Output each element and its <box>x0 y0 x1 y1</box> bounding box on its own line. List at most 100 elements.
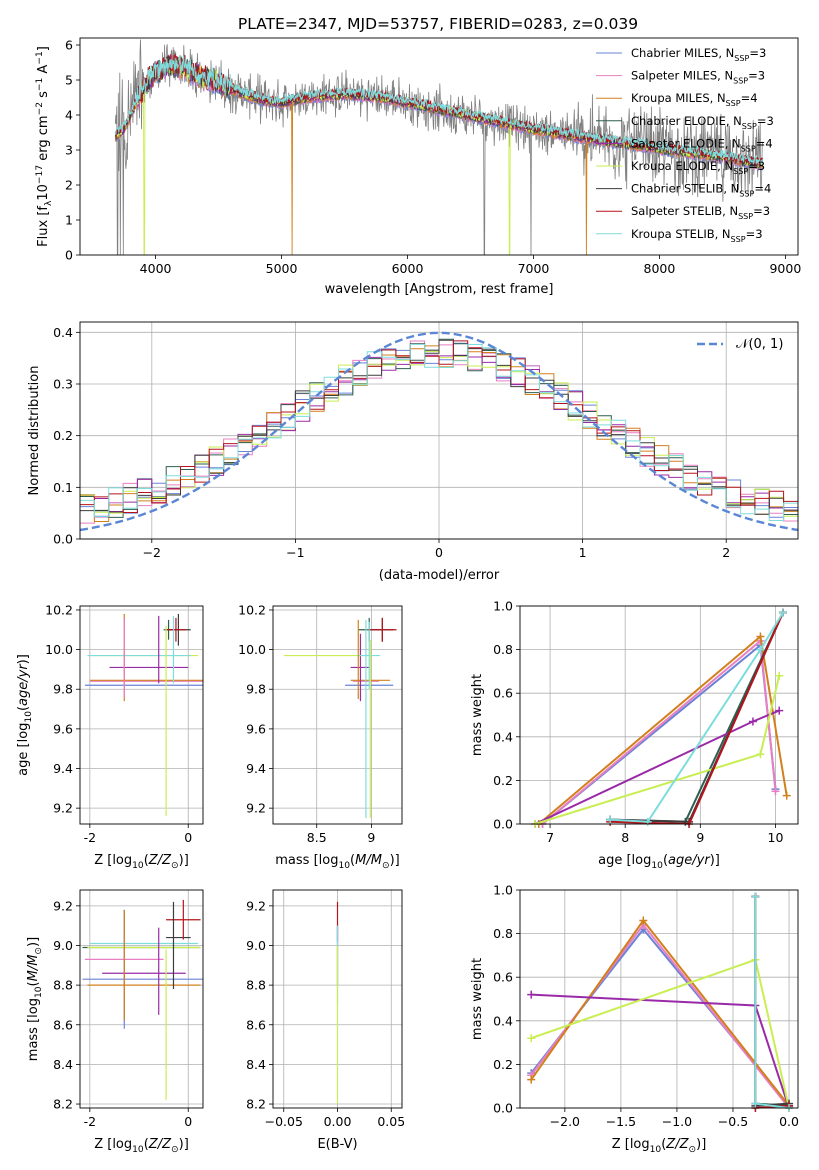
weight-marker-4 <box>775 706 784 715</box>
legend-label-8: Kroupa STELIB, NSSP=3 <box>631 227 763 244</box>
x-tick-label: 9000 <box>769 261 801 276</box>
axes-age_vs_mass: 8.5 9 9.2 9.4 9.6 9.8 10.0 10.2 mass [log10(M/M⊙… <box>238 602 403 871</box>
x-tick-label: 6000 <box>392 261 424 276</box>
y-tick-label: 8.8 <box>53 978 73 993</box>
x-tick-label: 8000 <box>644 261 676 276</box>
axes-frame <box>79 605 204 825</box>
y-tick-label: 0.0 <box>493 817 513 832</box>
x-tick-label: 8.5 <box>307 830 327 845</box>
y-tick-label: 8.2 <box>246 1097 266 1112</box>
weight-marker-8 <box>778 608 787 617</box>
legend-label-7: Salpeter STELIB, NSSP=3 <box>631 204 770 221</box>
legend-label-5: Kroupa ELODIE, NSSP=3 <box>631 159 765 176</box>
weight-marker-8 <box>751 1099 760 1108</box>
weight-marker-2 <box>756 632 765 641</box>
weight-marker-8 <box>751 892 760 901</box>
x-tick-label: −2 <box>143 545 161 560</box>
y-tick-label: 10.2 <box>45 602 73 617</box>
legend-label-6: Chabrier STELIB, NSSP=4 <box>631 182 771 199</box>
y-axis-label: mass [log10(M/M⊙)] <box>26 937 44 1061</box>
legend-label-2: Kroupa MILES, NSSP=4 <box>631 91 758 108</box>
x-axis-label: mass [log10(M/M⊙)] <box>275 853 399 871</box>
plot-background <box>80 890 203 1108</box>
x-tick-label: −1 <box>286 545 304 560</box>
y-tick-label: 8.6 <box>246 1017 266 1032</box>
figure-title: PLATE=2347, MJD=53757, FIBERID=0283, z=0… <box>238 15 638 33</box>
x-tick-label: −1.0 <box>662 1114 692 1129</box>
y-tick-label: 0 <box>65 248 73 263</box>
x-tick-label: 0 <box>184 830 192 845</box>
y-tick-label: 3 <box>65 143 73 158</box>
weight-marker-2 <box>639 916 648 925</box>
weight-marker-8 <box>643 817 652 826</box>
weight-marker-2 <box>782 791 791 800</box>
plot-area: 4000 5000 6000 7000 8000 90000123456wavelengt… <box>16 38 801 1156</box>
y-tick-label: 9.0 <box>246 938 266 953</box>
y-tick-label: 9.2 <box>53 801 73 816</box>
x-tick-label: 9 <box>367 830 375 845</box>
weight-marker-2 <box>527 1075 536 1084</box>
legend-label-normal: 𝒩(0, 1) <box>736 337 783 352</box>
legend-label-4: Salpeter ELODIE, NSSP=4 <box>631 136 773 153</box>
model-line-8 <box>114 55 764 166</box>
x-axis-label: (data-model)/error <box>379 568 500 583</box>
y-axis-label: Normed distribution <box>27 366 42 496</box>
weight-marker-5 <box>775 671 784 680</box>
residual-histogram-7 <box>80 340 798 513</box>
x-tick-label: 0 <box>435 545 443 560</box>
y-axis-label: mass weight <box>470 674 485 756</box>
axes-frame <box>272 889 403 1109</box>
x-axis-label: Z [log10(Z/Z⊙)] <box>94 853 189 871</box>
y-tick-label: 9.6 <box>246 721 266 736</box>
x-tick-label: −0.05 <box>265 1114 303 1129</box>
weight-marker-1 <box>771 787 780 796</box>
y-axis-label: mass weight <box>470 958 485 1040</box>
axes-frame <box>519 889 799 1109</box>
y-tick-label: 10.0 <box>238 642 266 657</box>
y-tick-label: 9.2 <box>246 898 266 913</box>
axes-weight_vs_Z: −2.0 −1.5 −1.0 −0.5 0.0 0.0 0.2 0.4 0.6 0.8 1.0 Z [… <box>470 883 799 1156</box>
axes-frame <box>79 321 799 540</box>
y-tick-label: 5 <box>65 73 73 88</box>
x-axis-label: age [log10(age/yr)] <box>598 853 720 871</box>
residual-histogram-8 <box>80 343 798 521</box>
y-tick-label: 1 <box>65 213 73 228</box>
y-tick-label: 9.6 <box>53 721 73 736</box>
y-tick-label: 10.0 <box>45 642 73 657</box>
x-tick-label: 2 <box>722 545 730 560</box>
y-tick-label: 6 <box>65 38 73 53</box>
legend-label-0: Chabrier MILES, NSSP=3 <box>631 46 766 63</box>
y-tick-label: 0.4 <box>53 325 73 340</box>
x-axis-label: Z [log10(Z/Z⊙)] <box>612 1137 707 1155</box>
x-tick-label: 9 <box>696 830 704 845</box>
plot-background <box>520 606 798 824</box>
y-axis-label: age [log10(age/yr)] <box>16 654 34 776</box>
axes-frame <box>79 889 204 1109</box>
y-tick-label: 8.4 <box>246 1057 266 1072</box>
y-tick-label: 0.0 <box>493 1101 513 1116</box>
x-tick-label: 0 <box>184 1114 192 1129</box>
legend-label-1: Salpeter MILES, NSSP=3 <box>631 69 765 86</box>
x-axis-label: Z [log10(Z/Z⊙)] <box>94 1137 189 1155</box>
axes-mass_vs_Z: -2 0 8.2 8.4 8.6 8.8 9.0 9.2 Z [log10(Z/Z⊙)] mass… <box>26 889 204 1155</box>
weight-marker-4 <box>527 990 536 999</box>
y-tick-label: 1.0 <box>493 599 513 614</box>
weight-marker-8 <box>606 815 615 824</box>
plot-background <box>520 890 798 1108</box>
y-tick-label: 0.4 <box>493 1013 513 1028</box>
x-tick-label: 0.05 <box>377 1114 405 1129</box>
weight-marker-5 <box>527 1034 536 1043</box>
y-tick-label: 1.0 <box>493 883 513 898</box>
plot-background <box>80 606 203 824</box>
y-tick-label: 9.8 <box>53 682 73 697</box>
y-tick-label: 8.8 <box>246 978 266 993</box>
legend: Chabrier MILES, NSSP=3 Salpeter MILES, NS… <box>596 46 774 244</box>
y-tick-label: 0.3 <box>53 377 73 392</box>
y-tick-label: 9.2 <box>246 801 266 816</box>
y-tick-label: 0.2 <box>53 428 73 443</box>
y-tick-label: 0.8 <box>493 642 513 657</box>
y-tick-label: 0.6 <box>493 970 513 985</box>
x-tick-label: 7 <box>546 830 554 845</box>
x-tick-label: 5000 <box>266 261 298 276</box>
